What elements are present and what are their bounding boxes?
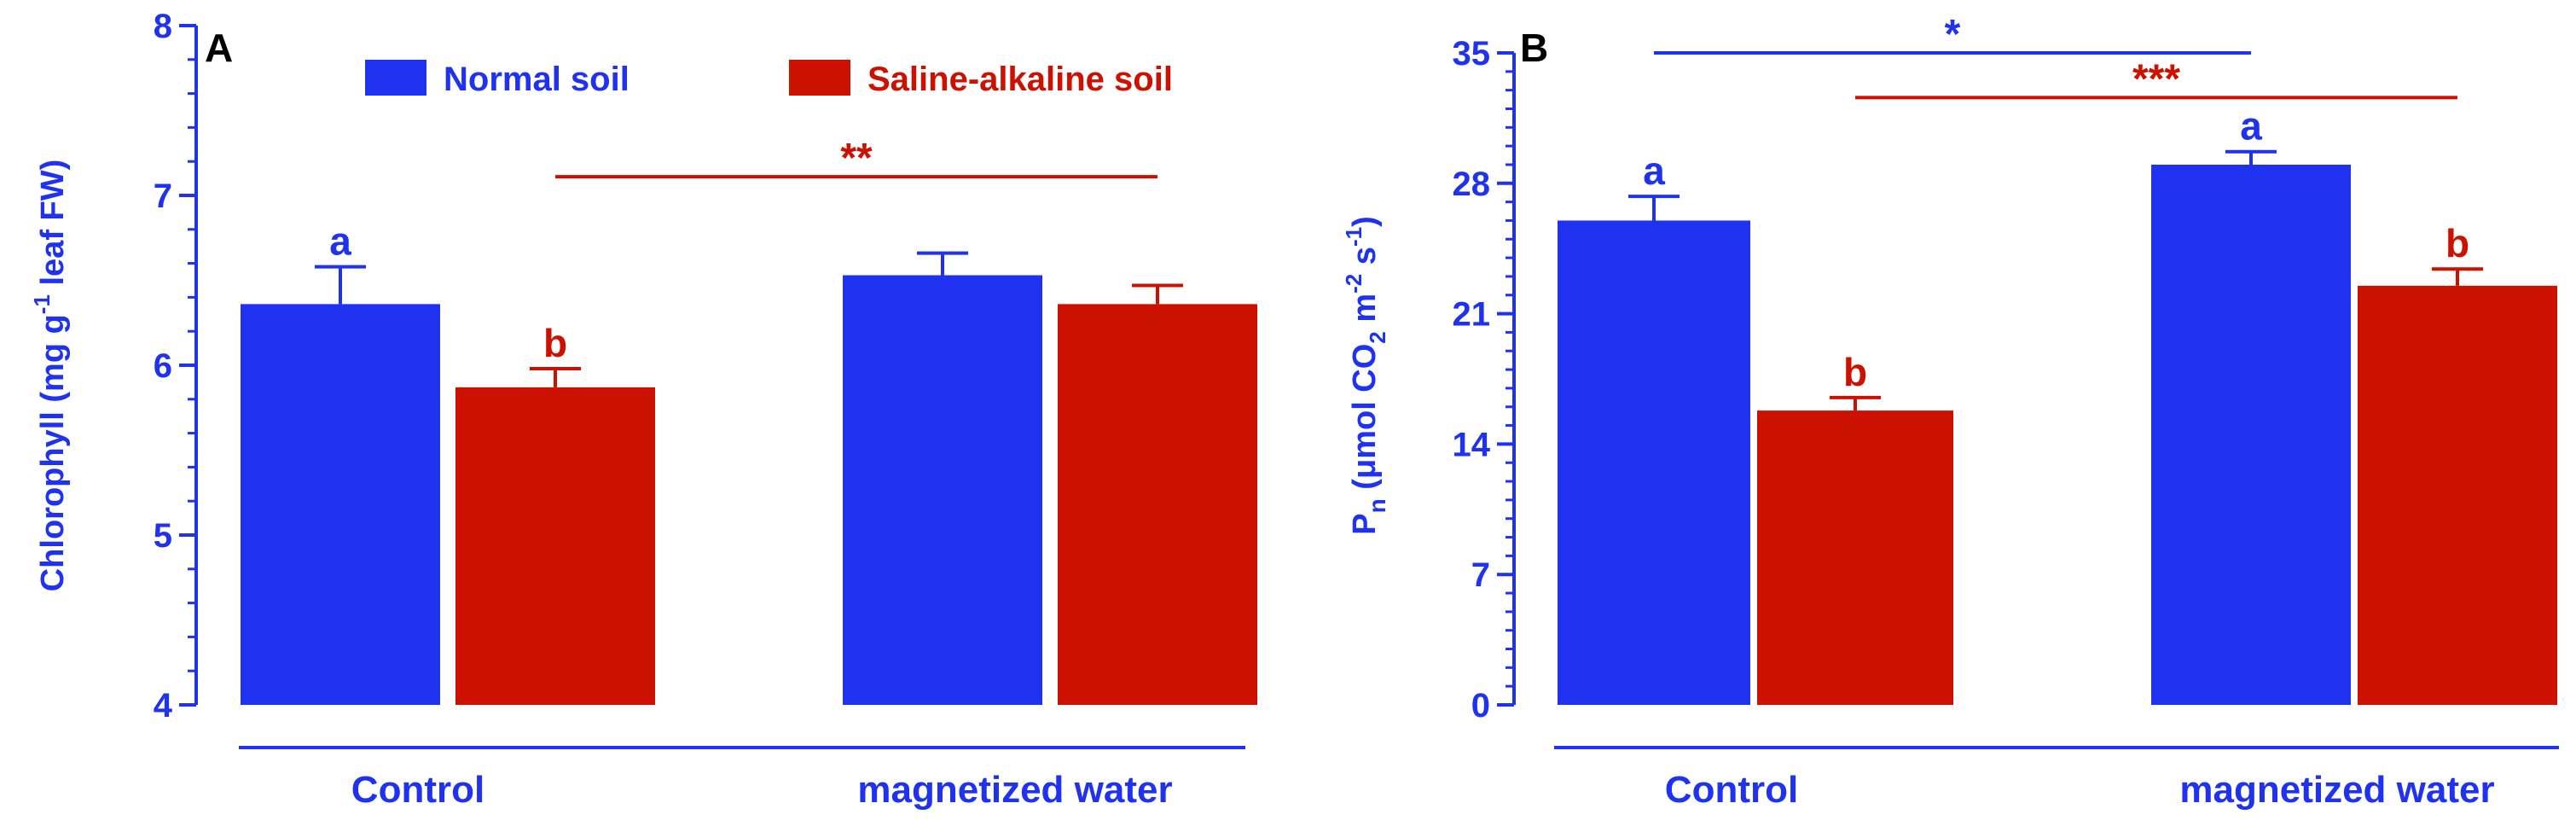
y-tick-label: 21: [1453, 296, 1491, 334]
panel-b-ylabel-supm: -2: [1341, 274, 1366, 294]
panel-a-y-axis-label: Chlorophyll (mg g-1 leaf FW): [29, 160, 71, 592]
significance-letter: b: [1843, 350, 1867, 394]
y-tick-label: 4: [154, 687, 173, 725]
y-tick-label: 0: [1471, 687, 1490, 725]
panel-b-category-label-magnetized: magnetized water: [2179, 769, 2494, 811]
panel-b-significance: ****: [1654, 12, 2457, 102]
significance-letter: a: [1643, 148, 1665, 193]
panel-b-ylabel-mid: (μmol CO: [1347, 344, 1383, 499]
panel-b-category-label-control: Control: [1665, 769, 1798, 811]
panel-b-ylabel-m: m: [1347, 294, 1383, 331]
panel-label-a: A: [205, 26, 233, 70]
bar: [843, 275, 1042, 705]
y-tick-label: 7: [154, 177, 172, 215]
bar: [455, 387, 655, 705]
significance-letter: b: [543, 321, 567, 365]
significance-letter: b: [2445, 221, 2469, 265]
panel-a-ylabel-tail: leaf FW): [35, 160, 71, 294]
panel-b-y-axis-label: Pn (μmol CO2 m-2 s-1): [1341, 216, 1390, 534]
panel-b-bars: a b a b: [1558, 104, 2557, 705]
bar: [2151, 164, 2351, 705]
legend-label-saline: Saline-alkaline soil: [867, 61, 1173, 98]
significance-stars: **: [840, 136, 873, 181]
panel-b-y-axis: 0 7 14 21 28 35: [1453, 35, 1516, 725]
panel-a-category-label-magnetized: magnetized water: [857, 769, 1172, 811]
panel-a-y-axis: 4 5 6 7 8: [154, 8, 198, 725]
bar: [1558, 220, 1750, 705]
legend-swatch-normal: [365, 60, 426, 96]
bar: [1058, 304, 1257, 705]
significance-letter: a: [329, 219, 351, 264]
panel-a-significance: **: [555, 136, 1157, 181]
y-tick-label: 6: [154, 347, 172, 385]
bar: [241, 304, 440, 705]
bar: [2358, 285, 2557, 705]
panel-label-b: B: [1520, 26, 1548, 70]
panel-b-ylabel-p: P: [1347, 513, 1383, 534]
panel-a-ylabel-sup: -1: [29, 294, 55, 314]
legend-label-normal: Normal soil: [444, 61, 629, 98]
y-tick-label: 8: [154, 8, 172, 45]
y-tick-label: 14: [1453, 426, 1491, 463]
panel-b-ylabel-sups: -1: [1341, 227, 1366, 247]
panel-a-category-label-control: Control: [351, 769, 484, 811]
bar: [1757, 410, 1953, 705]
legend-swatch-saline: [789, 60, 850, 96]
panel-a-bars: ab: [241, 219, 1257, 705]
panel-b-ylabel-close: ): [1347, 216, 1383, 227]
y-tick-label: 28: [1453, 166, 1491, 203]
y-tick-label: 5: [154, 517, 172, 555]
significance-stars: ***: [2132, 56, 2180, 102]
panel-b-ylabel-sub2: 2: [1365, 331, 1390, 343]
y-tick-label: 7: [1471, 556, 1490, 594]
significance-letter: a: [2240, 104, 2262, 148]
y-tick-label: 35: [1453, 35, 1491, 73]
panel-b-ylabel-n: n: [1364, 498, 1390, 513]
significance-stars: *: [1945, 12, 1961, 57]
panel-a-ylabel-main: Chlorophyll (mg g: [35, 314, 71, 591]
panel-b-ylabel-s: s: [1347, 247, 1383, 274]
